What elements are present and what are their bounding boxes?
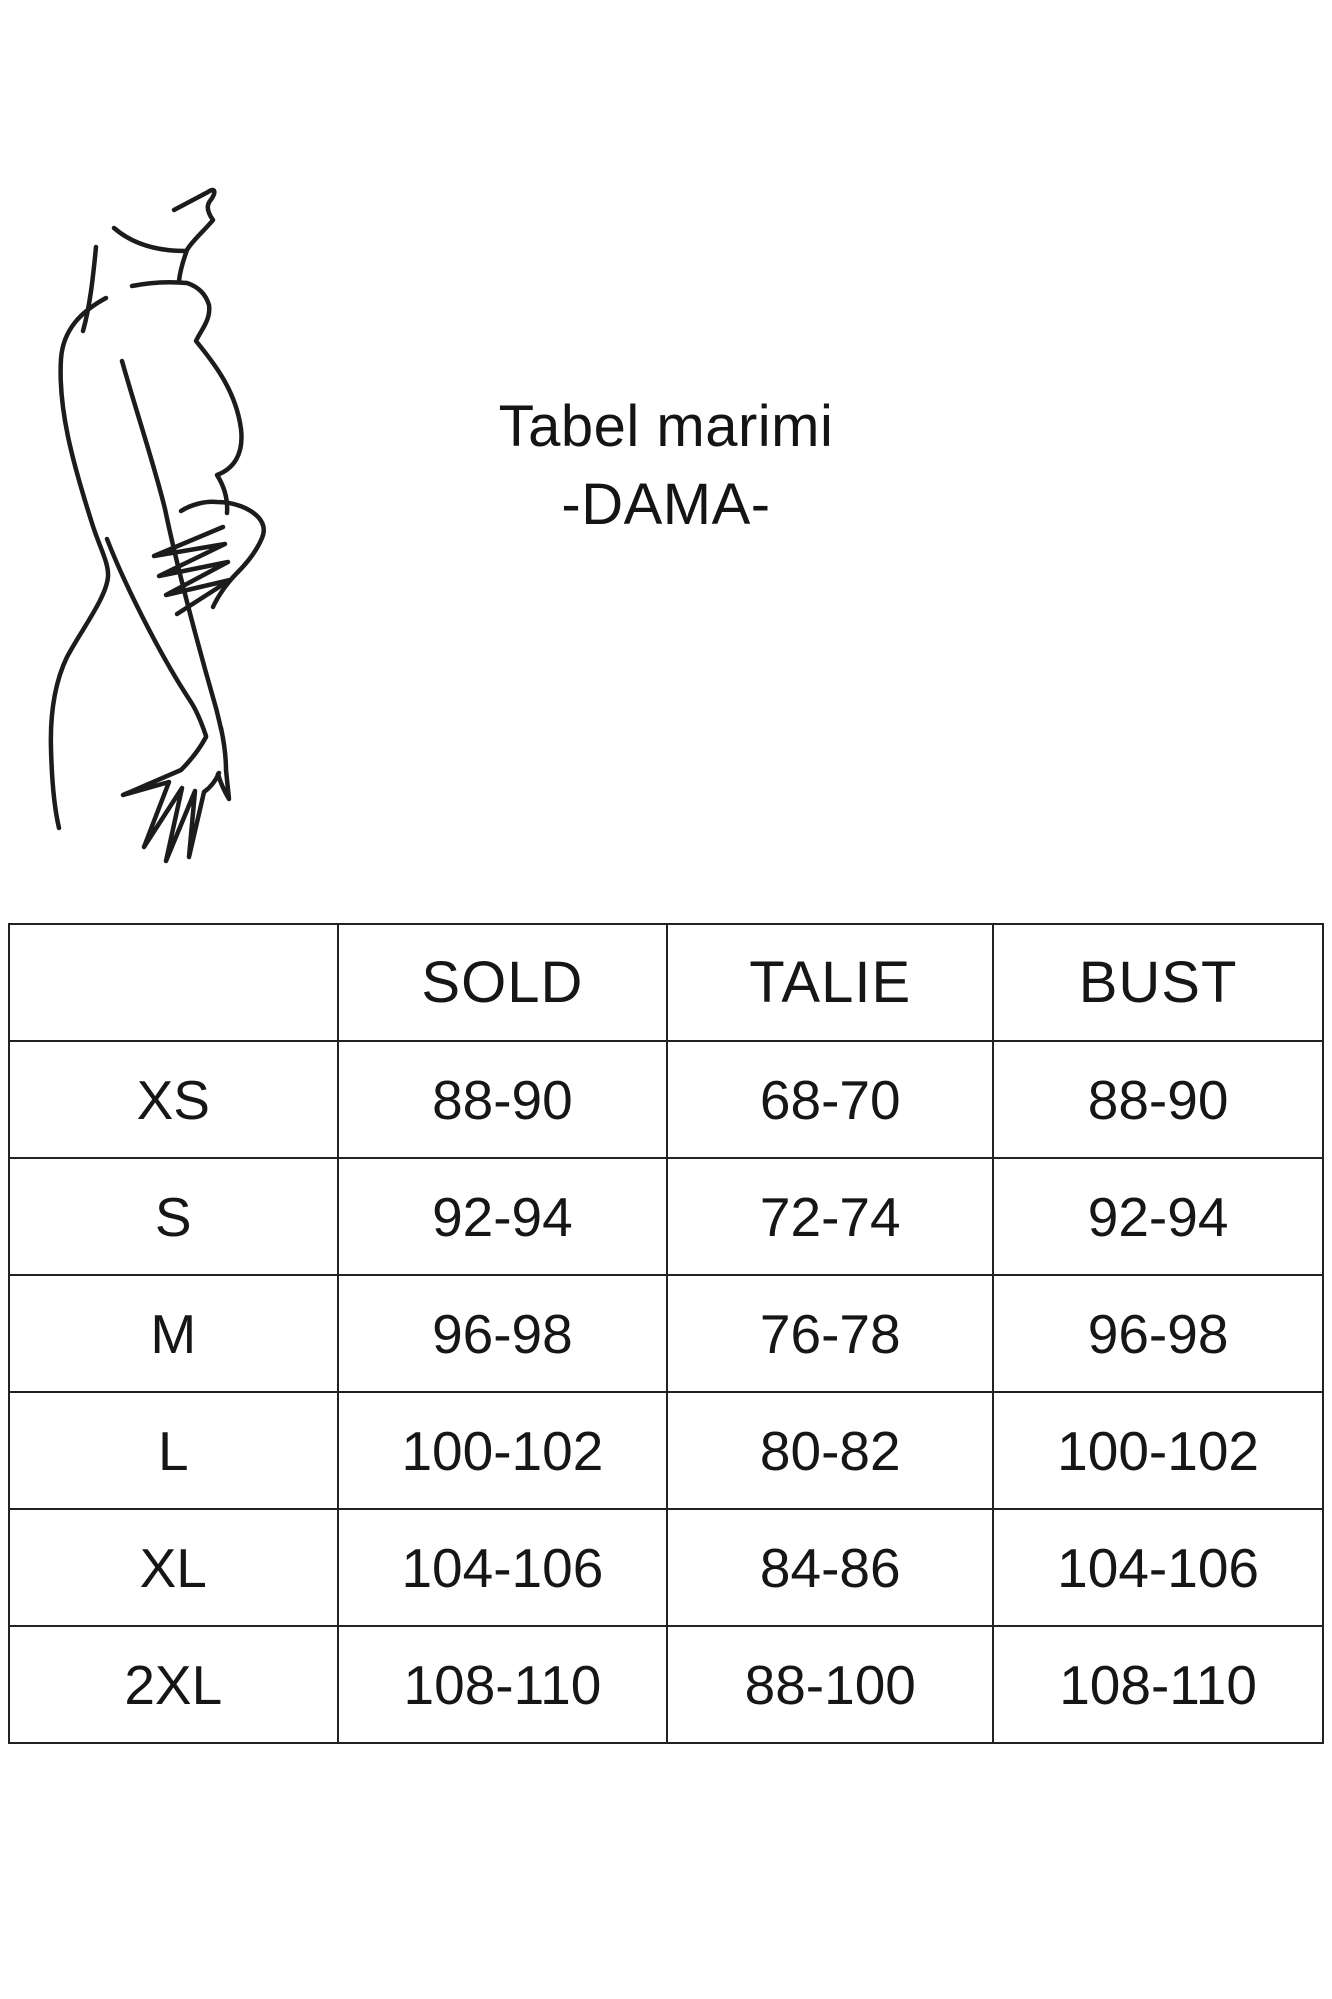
figure-belly-hand-outline — [178, 499, 266, 610]
size-label: XS — [8, 1040, 339, 1159]
figure-collar-line — [111, 225, 188, 254]
size-label: L — [8, 1391, 339, 1510]
talie-value: 72-74 — [666, 1157, 995, 1276]
talie-value: 68-70 — [666, 1040, 995, 1159]
woman-silhouette-line-art-icon — [48, 187, 266, 864]
size-label: XL — [8, 1508, 339, 1627]
table-row-xs: XS 88-90 68-70 88-90 — [8, 1040, 1324, 1159]
bust-value: 100-102 — [992, 1391, 1324, 1510]
size-label: 2XL — [8, 1625, 339, 1744]
bust-value: 108-110 — [992, 1625, 1324, 1744]
table-row-l: L 100-102 80-82 100-102 — [8, 1391, 1324, 1510]
table-row-s: S 92-94 72-74 92-94 — [8, 1157, 1324, 1276]
sold-value: 108-110 — [336, 1625, 669, 1744]
header-cell-bust: BUST — [992, 923, 1324, 1042]
table-row-m: M 96-98 76-78 96-98 — [8, 1274, 1324, 1393]
page-title-line1: Tabel marimi — [498, 394, 834, 459]
sold-value: 104-106 — [336, 1508, 669, 1627]
size-table-header-row: SOLD TALIE BUST — [8, 923, 1324, 1042]
size-label: M — [8, 1274, 339, 1393]
talie-value: 80-82 — [666, 1391, 995, 1510]
size-label: S — [8, 1157, 339, 1276]
figure-belly-hand-fingers — [151, 524, 233, 617]
figure-chin-jaw-line — [171, 187, 217, 284]
table-row-xl: XL 104-106 84-86 104-106 — [8, 1508, 1324, 1627]
sold-value: 88-90 — [336, 1040, 669, 1159]
bust-value: 92-94 — [992, 1157, 1324, 1276]
figure-lower-hand-fingers — [120, 734, 222, 864]
bust-value: 88-90 — [992, 1040, 1324, 1159]
header-cell-talie: TALIE — [666, 923, 995, 1042]
page-title-line2: -DAMA- — [561, 472, 771, 537]
talie-value: 76-78 — [666, 1274, 995, 1393]
size-table: SOLD TALIE BUST XS 88-90 68-70 88-90 S 9… — [8, 923, 1324, 1744]
table-row-2xl: 2XL 108-110 88-100 108-110 — [8, 1625, 1324, 1744]
header-cell-empty — [8, 923, 339, 1042]
figure-lower-hand-thumb — [215, 725, 232, 802]
sold-value: 100-102 — [336, 1391, 669, 1510]
bust-value: 96-98 — [992, 1274, 1324, 1393]
header-cell-sold: SOLD — [336, 923, 669, 1042]
talie-value: 88-100 — [666, 1625, 995, 1744]
figure-back-hip-line — [48, 295, 111, 831]
figure-forearm-line — [104, 536, 209, 739]
sold-value: 96-98 — [336, 1274, 669, 1393]
bust-value: 104-106 — [992, 1508, 1324, 1627]
page-title: Tabel marimi -DAMA- — [0, 388, 1332, 544]
figure-shoulder-breast-line — [129, 279, 244, 516]
figure-neck-strand — [80, 244, 99, 334]
sold-value: 92-94 — [336, 1157, 669, 1276]
talie-value: 84-86 — [666, 1508, 995, 1627]
